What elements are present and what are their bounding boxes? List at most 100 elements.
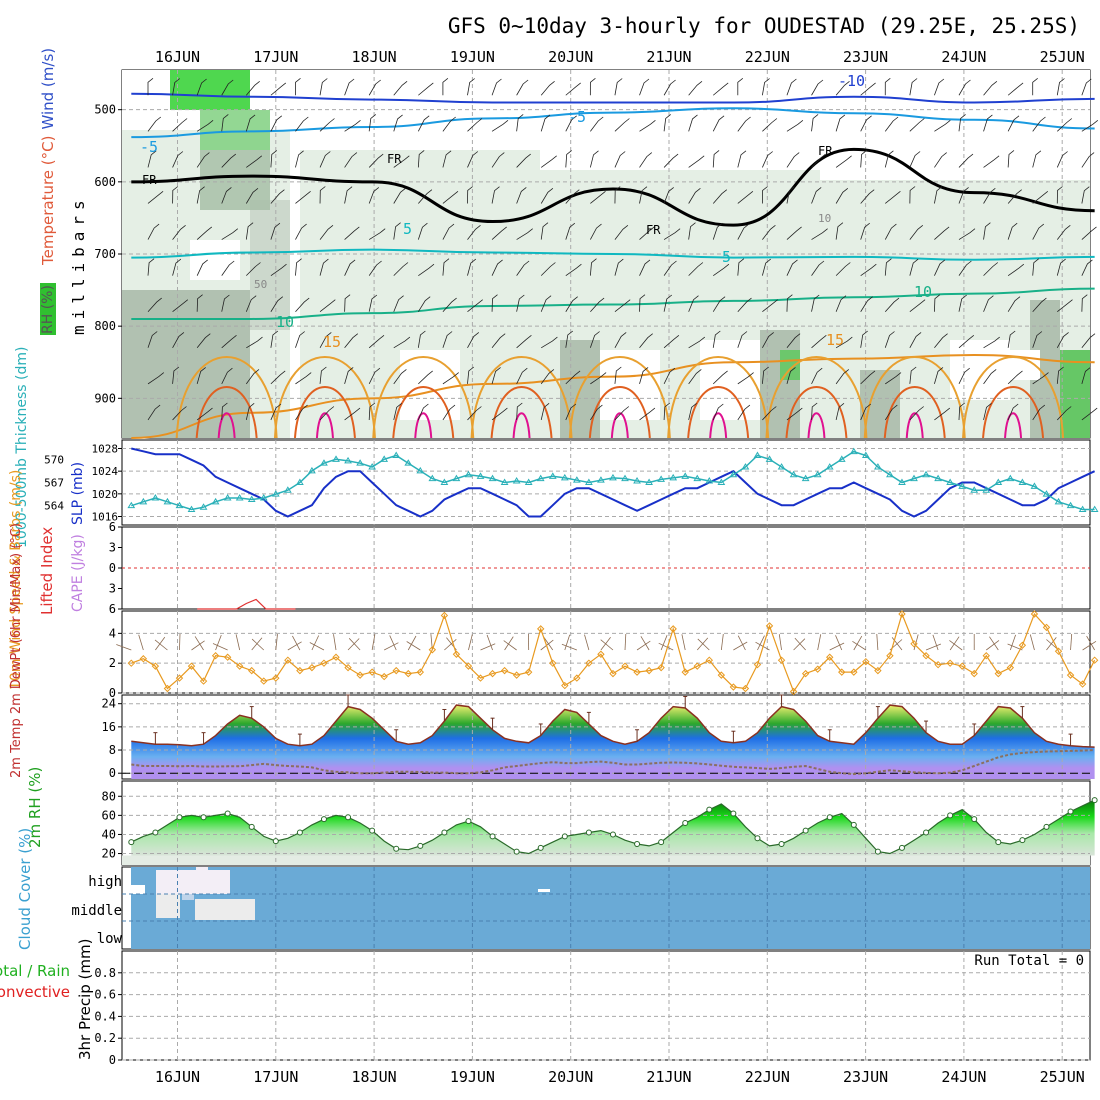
barb-385 — [1081, 259, 1093, 276]
wind-point-24 — [416, 668, 425, 676]
rh-point-68 — [947, 812, 954, 819]
barb-94 — [368, 228, 386, 240]
top-date-17JUN: 17JUN — [253, 48, 298, 66]
ylabel-slp: SLP (mb) — [70, 462, 86, 525]
barb-201 — [639, 119, 656, 132]
barb-360 — [1032, 77, 1038, 96]
contour-label-fr-c: FR — [646, 223, 661, 237]
warm-loop-outer-3 — [470, 356, 573, 439]
barb-98 — [368, 367, 381, 385]
wind-point-33 — [524, 668, 533, 676]
barb-140 — [491, 78, 502, 96]
barb-337 — [958, 334, 975, 349]
warm-loop-outer-7 — [863, 356, 966, 439]
barb-351 — [1007, 115, 1020, 132]
surface-barb-16 — [309, 642, 325, 651]
thickness-point-64 — [898, 478, 906, 485]
barb-24 — [196, 226, 213, 240]
barb-237 — [712, 330, 721, 348]
rh-point-58 — [826, 814, 833, 821]
wind-point-52 — [753, 660, 762, 669]
barb-69 — [295, 404, 308, 421]
contour-label-m10: -10 — [838, 72, 865, 90]
thickness-point-38 — [585, 478, 593, 485]
wind-point-31 — [500, 666, 509, 675]
stability-panel: 6 3 0 3 6 Lifted Index CAPE (J/kg) — [38, 520, 1090, 616]
warm-loop-core-6 — [807, 412, 826, 439]
contour-label-fr-b: FR — [387, 152, 402, 166]
temp-ticklabel-16: 16 — [102, 720, 116, 734]
thickness-point-56 — [801, 474, 810, 482]
rh-ticklabel-40: 40 — [102, 827, 116, 841]
barb-224 — [688, 222, 696, 240]
warm-loop-inner-5 — [687, 386, 750, 439]
barb-0 — [147, 77, 154, 96]
surface-barb-50 — [733, 641, 748, 651]
thickness-ticklabel-567: 567 — [44, 477, 64, 490]
barb-74 — [319, 224, 334, 240]
barb-75 — [319, 258, 329, 276]
rh2m-fill — [122, 800, 1095, 865]
barb-135 — [467, 258, 477, 276]
barb-136 — [467, 299, 483, 313]
wind-ticklabel-4: 4 — [109, 626, 116, 640]
barb-147 — [491, 333, 506, 349]
barb-268 — [786, 367, 796, 384]
barb-311 — [909, 118, 925, 132]
barb-120 — [442, 77, 449, 96]
pressure-ticks: 500 600 700 800 900 — [94, 103, 122, 405]
surface-barb-54 — [778, 634, 782, 651]
wind-point-64 — [898, 610, 906, 618]
barb-199 — [614, 406, 630, 421]
barb-299 — [860, 403, 872, 421]
surface-barb-66 — [925, 643, 942, 651]
wind-point-57 — [813, 665, 822, 673]
barb-105 — [393, 262, 409, 276]
rh-point-12 — [272, 838, 279, 845]
barb-195 — [614, 258, 624, 276]
rh-patch-14 — [200, 150, 270, 210]
barb-77 — [319, 332, 332, 348]
barb-167 — [541, 336, 558, 349]
thickness-point-45 — [669, 473, 678, 481]
barb-227 — [688, 336, 706, 349]
rh-ticklabel-60: 60 — [102, 808, 116, 822]
bottom-date-17JUN: 17JUN — [253, 1068, 298, 1086]
barb-196 — [614, 299, 631, 313]
warm-loop-inner-1 — [293, 386, 356, 439]
surface-barb-41 — [624, 633, 627, 651]
barb-387 — [1081, 333, 1096, 349]
wind-point-54 — [777, 656, 786, 664]
barb-153 — [516, 187, 527, 204]
bottom-date-20JUN: 20JUN — [548, 1068, 593, 1086]
barb-149 — [491, 407, 508, 421]
barb-298 — [860, 370, 876, 385]
barb-110 — [418, 82, 434, 96]
barb-141 — [491, 119, 509, 132]
barb-309 — [884, 404, 898, 421]
contour-label-5a: 5 — [403, 220, 412, 238]
surface-barb-68 — [949, 636, 960, 651]
wind-point-15 — [308, 663, 316, 672]
barb-20 — [196, 78, 207, 96]
barb-362 — [1032, 150, 1042, 168]
li-ticklabel--6: 6 — [109, 520, 116, 534]
barb-129 — [442, 404, 456, 421]
precip-ticklabel-0.4: 0.4 — [94, 1009, 116, 1023]
barb-59 — [270, 403, 282, 421]
barb-119 — [417, 403, 429, 421]
surface-barb-45 — [658, 642, 674, 651]
thickness-point-6 — [199, 503, 208, 510]
barb-355 — [1007, 263, 1025, 276]
wind-point-22 — [392, 666, 400, 675]
barb-71 — [319, 118, 335, 132]
contour-label-m5b: -5 — [568, 108, 586, 126]
barb-321 — [934, 119, 951, 132]
barb-217 — [663, 334, 680, 349]
thickness-point-22 — [392, 451, 401, 458]
surface-barb-73 — [1009, 634, 1016, 651]
wind-point-11 — [260, 677, 268, 685]
barb-17 — [172, 332, 185, 348]
wind-point-70 — [970, 669, 978, 678]
